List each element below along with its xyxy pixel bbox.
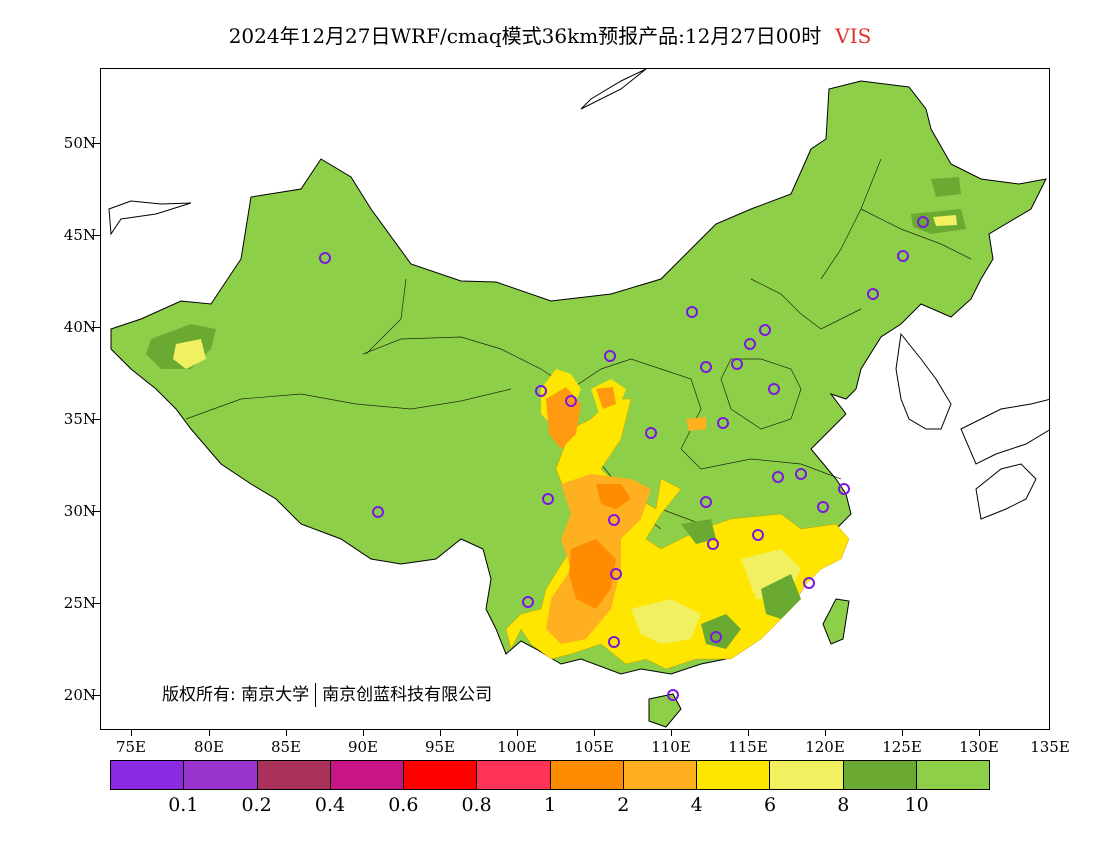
lon-label-95e: 95E <box>424 738 456 756</box>
lon-tick <box>517 730 518 736</box>
legend-label: 4 <box>690 794 703 816</box>
legend-swatch <box>623 761 697 789</box>
map-canvas <box>108 69 1049 728</box>
copyright-prefix: 版权所有: 南京大学 <box>162 685 310 705</box>
lon-label-115e: 115E <box>728 738 768 756</box>
lon-label-135e: 135E <box>1030 738 1070 756</box>
lat-label-40n: 40N <box>63 318 96 336</box>
title-variable: VIS <box>835 24 872 48</box>
lon-label-120e: 120E <box>805 738 845 756</box>
lon-label-105e: 105E <box>574 738 614 756</box>
map-title: 2024年12月27日WRF/cmaq模式36km预报产品:12月27日00时 V… <box>0 20 1100 49</box>
legend-swatch <box>184 761 258 789</box>
lat-tick <box>92 695 100 696</box>
lat-label-30n: 30N <box>63 502 96 520</box>
lon-tick <box>594 730 595 736</box>
lon-label-125e: 125E <box>882 738 922 756</box>
legend-label: 8 <box>837 794 850 816</box>
lon-tick <box>748 730 749 736</box>
legend-label: 6 <box>763 794 777 816</box>
color-legend <box>110 760 990 790</box>
legend-label: 0.8 <box>461 794 492 816</box>
copyright-company: 南京创蓝科技有限公司 <box>322 685 493 705</box>
legend-swatch <box>257 761 331 789</box>
lat-tick <box>92 327 100 328</box>
map-frame <box>100 68 1050 730</box>
lat-label-35n: 35N <box>63 410 96 428</box>
lat-label-50n: 50N <box>63 134 96 152</box>
lat-tick <box>92 511 100 512</box>
lon-label-90e: 90E <box>347 738 379 756</box>
lon-tick <box>440 730 441 736</box>
legend-label: 0.6 <box>388 794 419 816</box>
copyright-separator <box>315 683 317 707</box>
lon-tick <box>209 730 210 736</box>
lon-tick <box>902 730 903 736</box>
lon-label-110e: 110E <box>651 738 691 756</box>
lon-label-130e: 130E <box>959 738 999 756</box>
station-markers <box>319 216 929 701</box>
legend-swatch <box>770 761 844 789</box>
lon-label-100e: 100E <box>497 738 537 756</box>
lat-tick <box>92 419 100 420</box>
legend-label: 2 <box>617 794 630 816</box>
lon-tick <box>979 730 980 736</box>
lon-tick <box>131 730 132 736</box>
lat-tick <box>92 143 100 144</box>
lat-tick <box>92 603 100 604</box>
copyright-notice: 版权所有: 南京大学 南京创蓝科技有限公司 <box>162 680 492 707</box>
lon-tick <box>363 730 364 736</box>
legend-label: 0.4 <box>314 794 346 816</box>
lat-label-20n: 20N <box>63 686 96 704</box>
lon-label-75e: 75E <box>115 738 147 756</box>
legend-swatch <box>404 761 478 789</box>
lat-tick <box>92 235 100 236</box>
legend-swatch <box>111 761 185 789</box>
lat-label-25n: 25N <box>63 594 96 612</box>
legend-swatch <box>916 761 989 789</box>
lon-tick <box>825 730 826 736</box>
legend-swatch <box>550 761 624 789</box>
legend-swatch <box>843 761 917 789</box>
legend-swatch <box>477 761 551 789</box>
title-main: 2024年12月27日WRF/cmaq模式36km预报产品:12月27日00时 <box>228 24 822 48</box>
lat-label-45n: 45N <box>63 226 96 244</box>
lon-tick <box>286 730 287 736</box>
lon-label-80e: 80E <box>193 738 225 756</box>
legend-label: 0.1 <box>168 794 199 816</box>
legend-label: 10 <box>904 794 929 816</box>
lon-label-85e: 85E <box>270 738 302 756</box>
china-landmass <box>110 80 1047 675</box>
legend-swatch <box>330 761 404 789</box>
legend-label: 1 <box>543 794 557 816</box>
legend-swatch <box>697 761 771 789</box>
legend-label: 0.2 <box>241 794 272 816</box>
lon-tick <box>671 730 672 736</box>
